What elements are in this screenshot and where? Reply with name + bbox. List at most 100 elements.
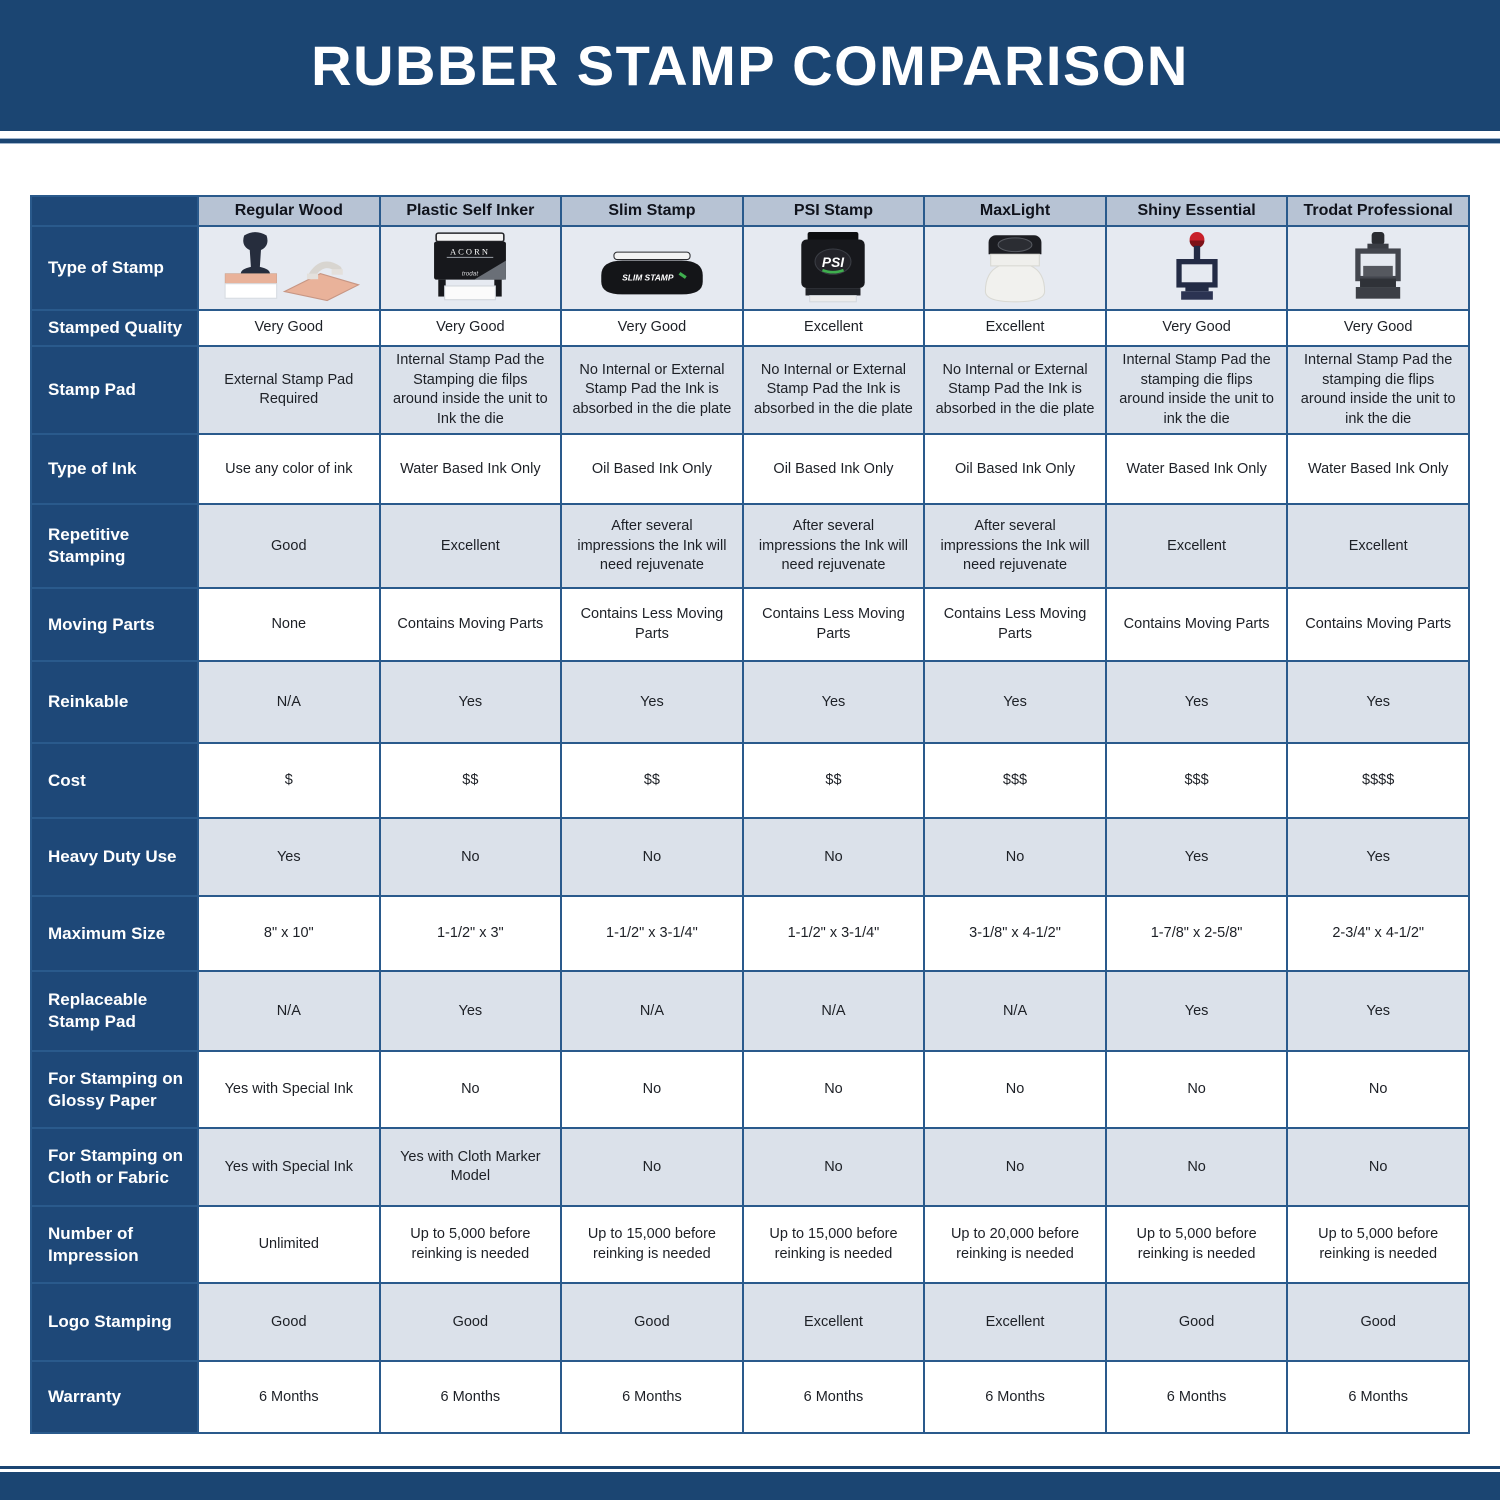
header-divider-line	[0, 138, 1500, 144]
cell-maximum-size-psi-stamp: 1-1/2" x 3-1/4"	[741, 895, 926, 973]
table-row-number-of-impression: Number of Impression Unlimited Up to 5,000…	[30, 1205, 1470, 1285]
cell-stamped-quality-regular-wood: Very Good	[197, 308, 381, 348]
cell-maximum-size-maxlight: 3-1/8" x 4-1/2"	[923, 895, 1107, 973]
row-label-type-of-stamp: Type of Stamp	[30, 225, 199, 311]
cell-repetitive-stamping-trodat-professional: Excellent	[1286, 503, 1470, 590]
cell-maximum-size-regular-wood: 8" x 10"	[197, 895, 381, 973]
cell-warranty-trodat-professional: 6 Months	[1286, 1360, 1470, 1435]
cell-repetitive-stamping-maxlight: After several impressions the Ink will n…	[923, 503, 1107, 590]
cell-warranty-maxlight: 6 Months	[923, 1360, 1107, 1435]
cell-cloth-fabric-maxlight: No	[923, 1127, 1107, 1208]
cell-type-of-stamp-plastic-self-inker: ACORN trodat	[378, 225, 563, 311]
slim-stamp-image: SLIM STAMP	[601, 251, 703, 295]
cell-reinkable-plastic-self-inker: Yes	[378, 660, 563, 745]
cell-repetitive-stamping-psi-stamp: After several impressions the Ink will n…	[741, 503, 926, 590]
row-label-heavy-duty-use: Heavy Duty Use	[30, 817, 199, 898]
cell-stamp-pad-plastic-self-inker: Internal Stamp Pad the Stamping die filp…	[378, 345, 563, 436]
column-header-psi-stamp: PSI Stamp	[741, 195, 926, 227]
cell-cost-maxlight: $$$	[923, 742, 1107, 820]
cell-replaceable-stamp-pad-regular-wood: N/A	[197, 970, 381, 1053]
cell-heavy-duty-use-trodat-professional: Yes	[1286, 817, 1470, 898]
cell-moving-parts-trodat-professional: Contains Moving Parts	[1286, 587, 1470, 663]
cell-warranty-shiny-essential: 6 Months	[1104, 1360, 1289, 1435]
cell-logo-stamping-maxlight: Excellent	[923, 1282, 1107, 1363]
cell-replaceable-stamp-pad-shiny-essential: Yes	[1104, 970, 1289, 1053]
cell-stamped-quality-plastic-self-inker: Very Good	[378, 308, 563, 348]
cell-maximum-size-plastic-self-inker: 1-1/2" x 3"	[378, 895, 563, 973]
cell-reinkable-regular-wood: N/A	[197, 660, 381, 745]
header-divider-gap	[0, 131, 1500, 138]
cell-repetitive-stamping-plastic-self-inker: Excellent	[378, 503, 563, 590]
cell-glossy-paper-slim-stamp: No	[560, 1050, 744, 1130]
table-row-stamped-quality: Stamped Quality Very Good Very Good Very Go…	[30, 308, 1470, 348]
cell-stamped-quality-slim-stamp: Very Good	[560, 308, 744, 348]
cell-stamped-quality-trodat-professional: Very Good	[1286, 308, 1470, 348]
cell-glossy-paper-maxlight: No	[923, 1050, 1107, 1130]
cell-moving-parts-maxlight: Contains Less Moving Parts	[923, 587, 1107, 663]
cell-maximum-size-shiny-essential: 1-7/8" x 2-5/8"	[1104, 895, 1289, 973]
row-label-cost: Cost	[30, 742, 199, 820]
table-row-cost: Cost $ $$ $$ $$ $$$ $$$ $$$$	[30, 742, 1470, 820]
comparison-table-wrapper: Regular Wood Plastic Self Inker Slim Stamp…	[30, 195, 1470, 1435]
cell-number-of-impression-maxlight: Up to 20,000 before reinking is needed	[923, 1205, 1107, 1285]
cell-reinkable-psi-stamp: Yes	[741, 660, 926, 745]
cell-heavy-duty-use-maxlight: No	[923, 817, 1107, 898]
plastic-self-inker-stamp-image: ACORN trodat	[434, 232, 507, 301]
table-row-reinkable: Reinkable N/A Yes Yes Yes Yes Yes Yes	[30, 660, 1470, 745]
cell-cost-regular-wood: $	[197, 742, 381, 820]
cell-stamp-pad-psi-stamp: No Internal or External Stamp Pad the In…	[741, 345, 926, 436]
cell-reinkable-shiny-essential: Yes	[1104, 660, 1289, 745]
psi-stamp-image: PSI	[801, 232, 866, 303]
cell-stamped-quality-psi-stamp: Excellent	[741, 308, 926, 348]
cell-warranty-slim-stamp: 6 Months	[560, 1360, 744, 1435]
svg-text:SLIM STAMP: SLIM STAMP	[622, 273, 674, 283]
cell-maximum-size-trodat-professional: 2-3/4" x 4-1/2"	[1286, 895, 1470, 973]
cell-stamp-pad-maxlight: No Internal or External Stamp Pad the In…	[923, 345, 1107, 436]
table-corner-cell	[30, 195, 199, 227]
cell-moving-parts-plastic-self-inker: Contains Moving Parts	[378, 587, 563, 663]
table-row-warranty: Warranty 6 Months 6 Months 6 Months 6 Months…	[30, 1360, 1470, 1435]
cell-cloth-fabric-regular-wood: Yes with Special Ink	[197, 1127, 381, 1208]
row-label-maximum-size: Maximum Size	[30, 895, 199, 973]
table-row-glossy-paper: For Stamping on Glossy Paper Yes with Spe…	[30, 1050, 1470, 1130]
page-header: RUBBER STAMP COMPARISON	[0, 0, 1500, 131]
cell-repetitive-stamping-shiny-essential: Excellent	[1104, 503, 1289, 590]
cell-replaceable-stamp-pad-trodat-professional: Yes	[1286, 970, 1470, 1053]
cell-moving-parts-regular-wood: None	[197, 587, 381, 663]
row-label-stamped-quality: Stamped Quality	[30, 308, 199, 348]
cell-type-of-stamp-slim-stamp: SLIM STAMP	[560, 225, 744, 311]
cell-repetitive-stamping-slim-stamp: After several impressions the Ink will n…	[560, 503, 744, 590]
cell-replaceable-stamp-pad-plastic-self-inker: Yes	[378, 970, 563, 1053]
cell-type-of-ink-shiny-essential: Water Based Ink Only	[1104, 433, 1289, 506]
table-row-maximum-size: Maximum Size 8" x 10" 1-1/2" x 3" 1-1/2" x …	[30, 895, 1470, 973]
table-row-moving-parts: Moving Parts None Contains Moving Parts Con…	[30, 587, 1470, 663]
svg-text:PSI: PSI	[822, 255, 845, 270]
row-label-type-of-ink: Type of Ink	[30, 433, 199, 506]
cell-logo-stamping-psi-stamp: Excellent	[741, 1282, 926, 1363]
row-label-warranty: Warranty	[30, 1360, 199, 1435]
table-row-type-of-stamp: Type of Stamp ACORN trodat SLIM STAMP PS…	[30, 225, 1470, 311]
cell-moving-parts-shiny-essential: Contains Moving Parts	[1104, 587, 1289, 663]
svg-text:trodat: trodat	[462, 270, 478, 277]
cell-type-of-stamp-psi-stamp: PSI	[741, 225, 926, 311]
cell-type-of-ink-maxlight: Oil Based Ink Only	[923, 433, 1107, 506]
cell-logo-stamping-trodat-professional: Good	[1286, 1282, 1470, 1363]
footer-bar	[0, 1472, 1500, 1500]
cell-heavy-duty-use-psi-stamp: No	[741, 817, 926, 898]
cell-cost-plastic-self-inker: $$	[378, 742, 563, 820]
cell-cost-trodat-professional: $$$$	[1286, 742, 1470, 820]
row-label-moving-parts: Moving Parts	[30, 587, 199, 663]
cell-stamp-pad-shiny-essential: Internal Stamp Pad the stamping die flip…	[1104, 345, 1289, 436]
row-label-logo-stamping: Logo Stamping	[30, 1282, 199, 1363]
comparison-table: Regular Wood Plastic Self Inker Slim Stamp…	[30, 195, 1470, 1435]
cell-stamp-pad-slim-stamp: No Internal or External Stamp Pad the In…	[560, 345, 744, 436]
cell-maximum-size-slim-stamp: 1-1/2" x 3-1/4"	[560, 895, 744, 973]
cell-glossy-paper-trodat-professional: No	[1286, 1050, 1470, 1130]
row-label-repetitive-stamping: Repetitive Stamping	[30, 503, 199, 590]
cell-type-of-stamp-maxlight	[923, 225, 1107, 311]
cell-moving-parts-slim-stamp: Contains Less Moving Parts	[560, 587, 744, 663]
cell-heavy-duty-use-slim-stamp: No	[560, 817, 744, 898]
cell-number-of-impression-slim-stamp: Up to 15,000 before reinking is needed	[560, 1205, 744, 1285]
cell-reinkable-slim-stamp: Yes	[560, 660, 744, 745]
table-row-repetitive-stamping: Repetitive Stamping Good Excellent After se…	[30, 503, 1470, 590]
